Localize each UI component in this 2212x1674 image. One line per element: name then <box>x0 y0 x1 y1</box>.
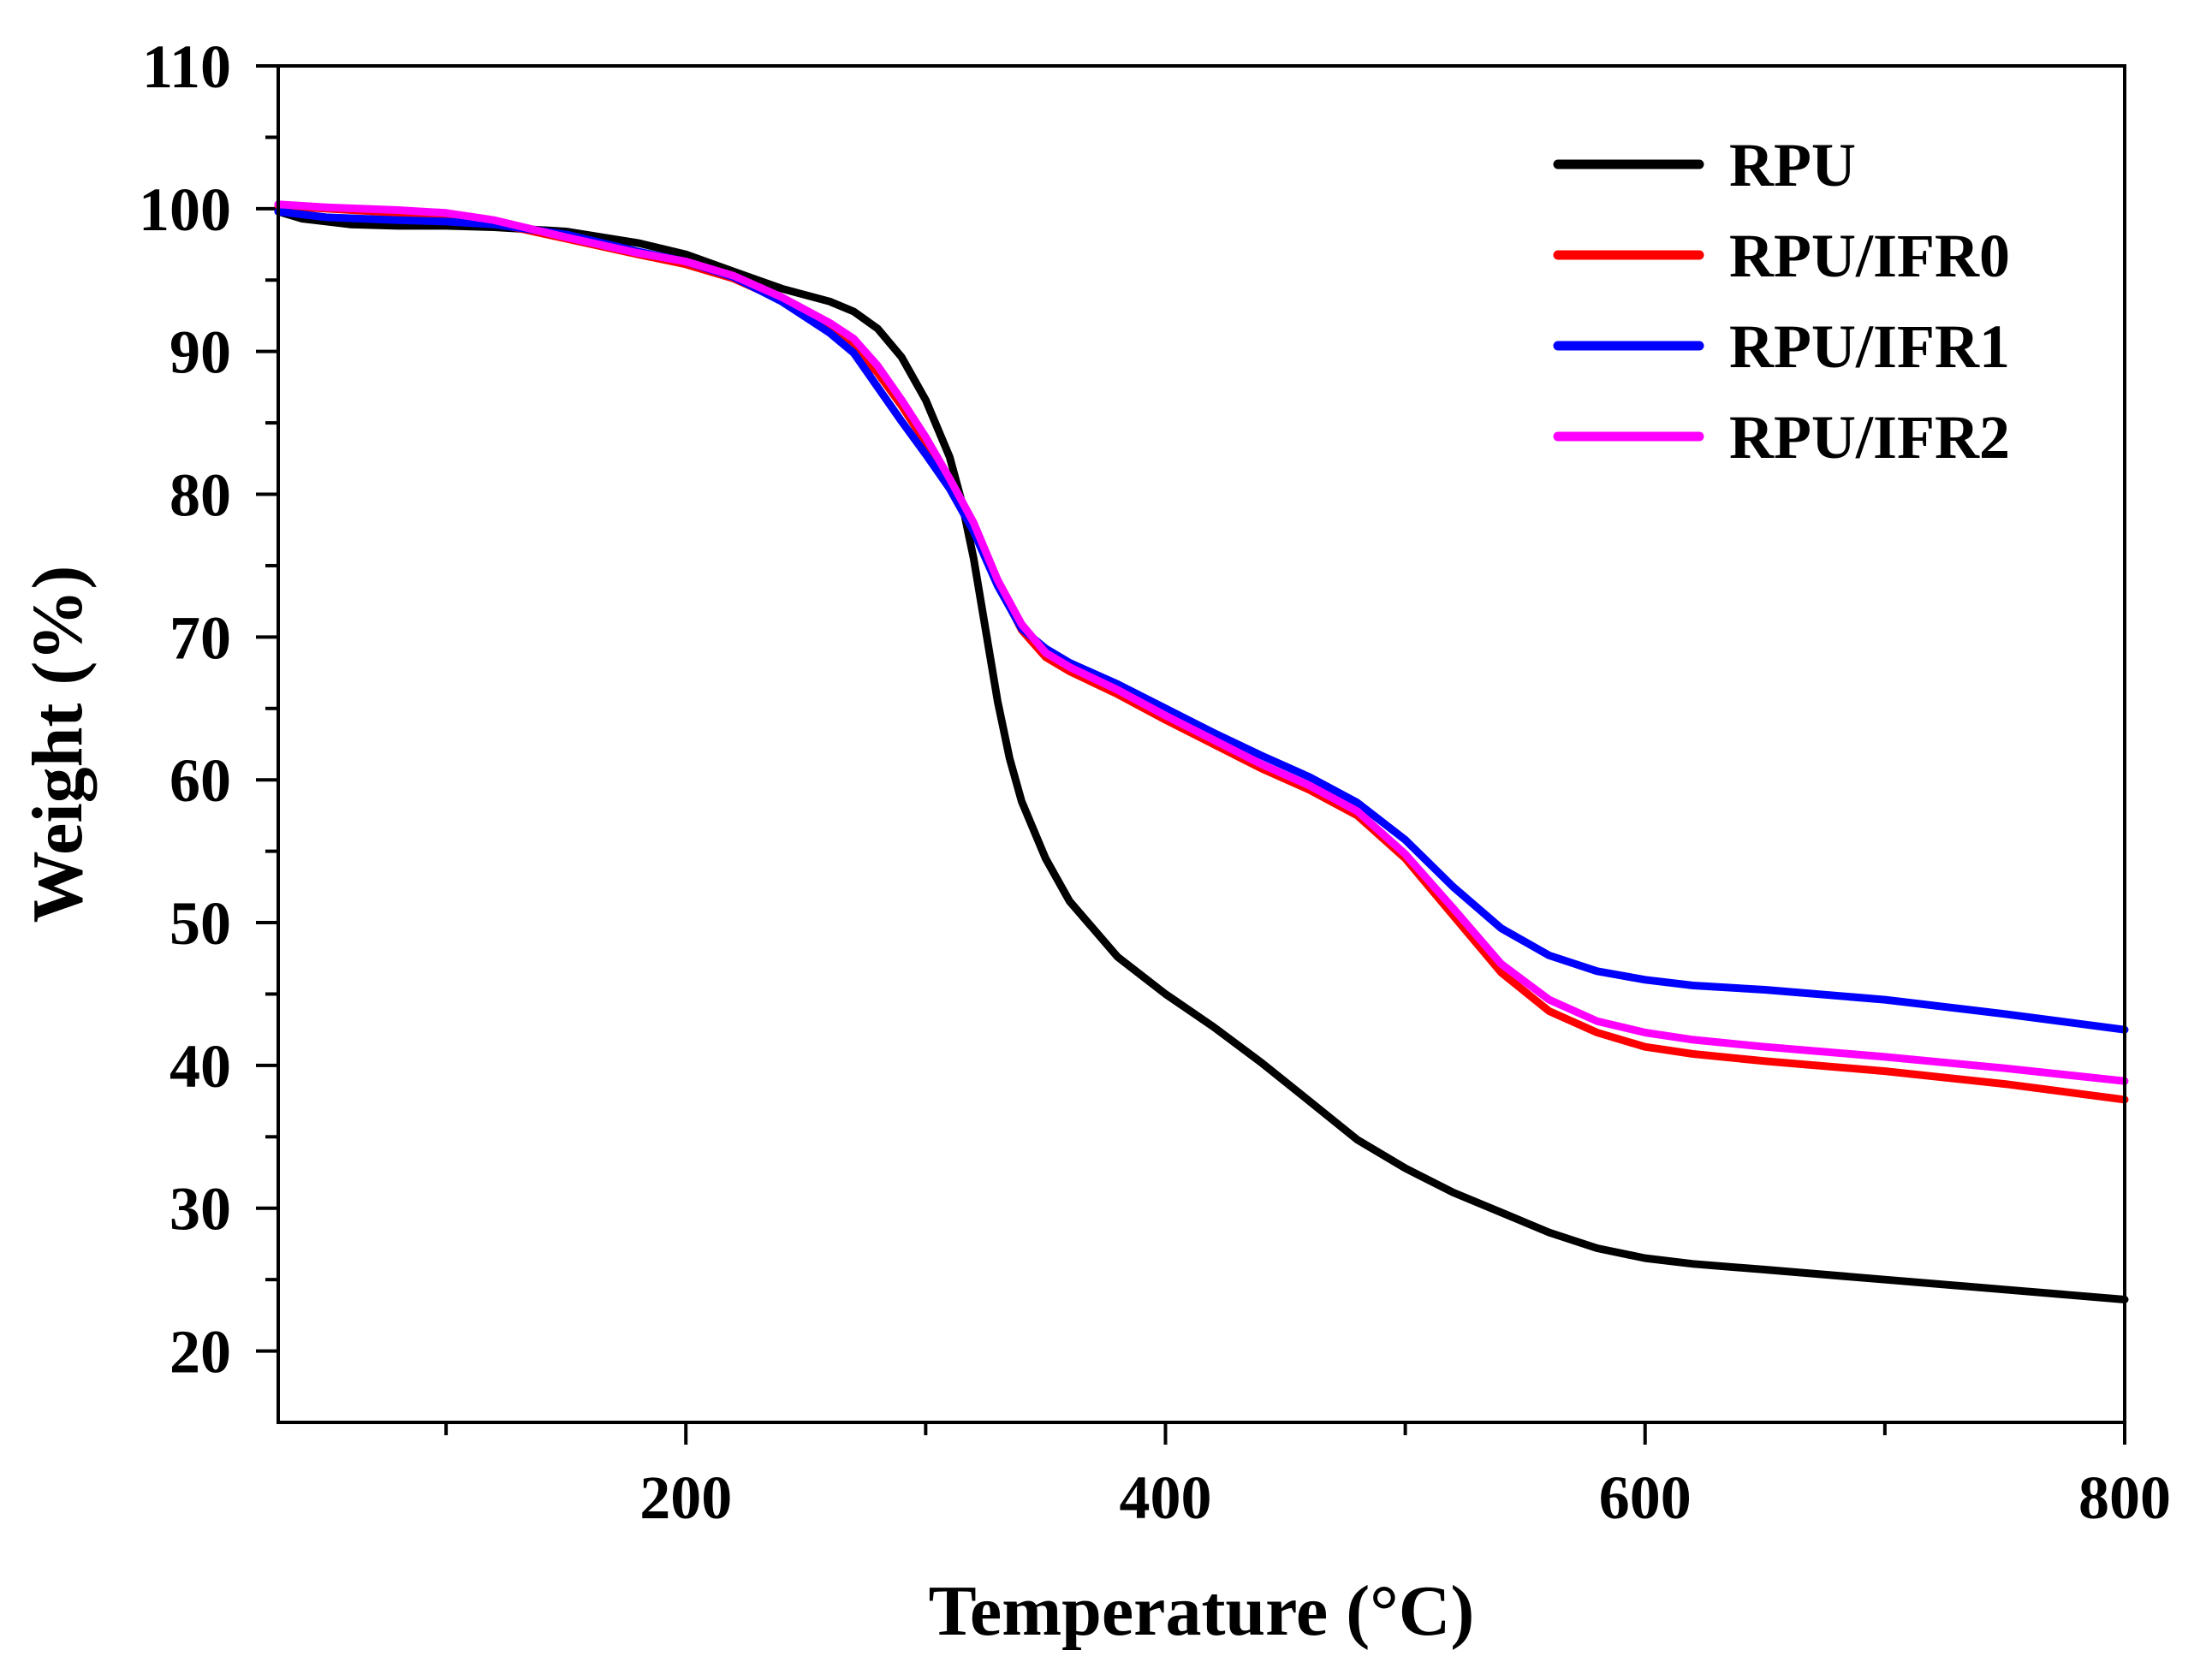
x-tick-label: 600 <box>1599 1463 1692 1532</box>
y-tick-label: 60 <box>169 746 231 815</box>
y-tick-label: 30 <box>169 1175 231 1244</box>
plot-frame <box>276 64 2126 1424</box>
y-tick-label: 110 <box>142 33 231 101</box>
legend-label-rpu-ifr0: RPU/IFR0 <box>1729 222 2010 290</box>
y-tick-label: 80 <box>169 461 231 530</box>
series-line-rpu-ifr2 <box>274 200 2129 1085</box>
y-tick-label: 90 <box>169 318 231 387</box>
y-tick-label: 20 <box>169 1318 231 1386</box>
x-tick-label: 400 <box>1119 1463 1211 1532</box>
y-axis-title: Weight (%) <box>18 566 98 923</box>
y-tick-label: 70 <box>169 603 231 672</box>
x-tick-label: 200 <box>639 1463 732 1532</box>
y-tick-label: 40 <box>169 1032 231 1101</box>
series-line-rpu <box>274 207 2129 1303</box>
legend: RPU RPU/IFR0 RPU/IFR1 RPU/IFR2 <box>1553 131 2010 472</box>
y-tick-label: 100 <box>139 175 231 244</box>
x-axis-title: Temperature (°C) <box>929 1571 1475 1651</box>
y-tick-label: 50 <box>169 889 231 958</box>
x-tick-label: 800 <box>2078 1463 2171 1532</box>
legend-label-rpu: RPU <box>1729 131 1856 199</box>
ticks-layer: 200 400 600 800 20 30 40 50 60 70 80 90 100 110 <box>139 33 2171 1532</box>
legend-label-rpu-ifr1: RPU/IFR1 <box>1729 312 2010 381</box>
series-layer <box>274 200 2129 1303</box>
legend-label-rpu-ifr2: RPU/IFR2 <box>1729 403 2010 472</box>
